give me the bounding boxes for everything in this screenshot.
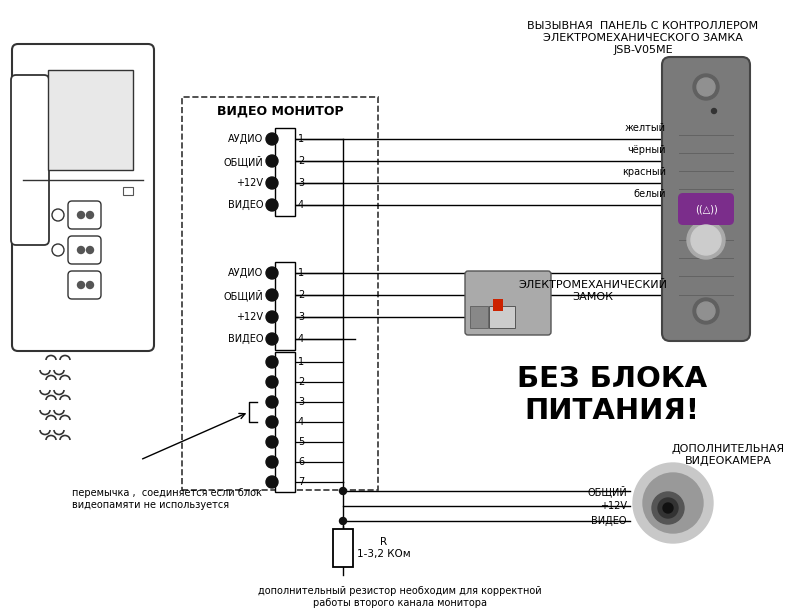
Circle shape xyxy=(266,396,278,408)
Text: дополнительный резистор необходим для корректной
работы второго канала монитора: дополнительный резистор необходим для ко… xyxy=(258,586,542,608)
Circle shape xyxy=(266,199,278,211)
Text: +12V: +12V xyxy=(236,312,263,322)
Circle shape xyxy=(266,289,278,301)
Circle shape xyxy=(652,492,684,524)
FancyBboxPatch shape xyxy=(678,193,734,225)
FancyBboxPatch shape xyxy=(465,271,551,335)
FancyBboxPatch shape xyxy=(68,236,101,264)
Text: 3: 3 xyxy=(298,397,304,407)
Bar xyxy=(275,262,295,350)
Bar xyxy=(123,187,133,195)
Text: 4: 4 xyxy=(298,200,304,210)
Circle shape xyxy=(86,281,94,289)
Text: 1: 1 xyxy=(298,268,304,278)
FancyBboxPatch shape xyxy=(662,57,750,341)
Circle shape xyxy=(266,416,278,428)
Circle shape xyxy=(266,311,278,323)
Text: ВЫЗЫВНАЯ  ПАНЕЛЬ С КОНТРОЛЛЕРОМ
ЭЛЕКТРОМЕХАНИЧЕСКОГО ЗАМКА
JSB-V05ME: ВЫЗЫВНАЯ ПАНЕЛЬ С КОНТРОЛЛЕРОМ ЭЛЕКТРОМЕ… xyxy=(527,21,758,55)
Circle shape xyxy=(693,74,719,100)
Circle shape xyxy=(643,473,703,533)
Text: 2: 2 xyxy=(298,290,304,300)
Text: БЕЗ БЛОКА
ПИТАНИЯ!: БЕЗ БЛОКА ПИТАНИЯ! xyxy=(517,365,707,426)
Text: 2: 2 xyxy=(298,377,304,387)
Bar xyxy=(275,352,295,492)
Text: белый: белый xyxy=(634,189,666,199)
Text: 5: 5 xyxy=(298,437,304,447)
Circle shape xyxy=(266,333,278,345)
Bar xyxy=(333,529,353,567)
Circle shape xyxy=(78,211,85,219)
Text: 3: 3 xyxy=(298,312,304,322)
Text: 2: 2 xyxy=(298,156,304,166)
Text: ВИДЕО: ВИДЕО xyxy=(591,516,627,526)
Circle shape xyxy=(86,246,94,254)
Circle shape xyxy=(691,225,721,255)
Text: ДОПОЛНИТЕЛЬНАЯ
ВИДЕОКАМЕРА: ДОПОЛНИТЕЛЬНАЯ ВИДЕОКАМЕРА xyxy=(671,444,785,466)
Text: ОБЩИЙ: ОБЩИЙ xyxy=(587,485,627,497)
Circle shape xyxy=(86,211,94,219)
Circle shape xyxy=(266,177,278,189)
Circle shape xyxy=(78,281,85,289)
Bar xyxy=(489,306,515,328)
Circle shape xyxy=(711,109,717,114)
FancyBboxPatch shape xyxy=(68,271,101,299)
Bar xyxy=(48,70,133,170)
Circle shape xyxy=(658,498,678,518)
Circle shape xyxy=(693,298,719,324)
Circle shape xyxy=(266,436,278,448)
Circle shape xyxy=(687,221,725,259)
Text: 1: 1 xyxy=(298,134,304,144)
Text: ОБЩИЙ: ОБЩИЙ xyxy=(223,155,263,167)
Circle shape xyxy=(697,78,715,96)
Bar xyxy=(182,97,378,490)
FancyBboxPatch shape xyxy=(68,201,101,229)
Text: 3: 3 xyxy=(298,178,304,188)
Circle shape xyxy=(266,476,278,488)
Circle shape xyxy=(697,302,715,320)
Text: ВИДЕО: ВИДЕО xyxy=(227,334,263,344)
Text: ВИДЕО МОНИТОР: ВИДЕО МОНИТОР xyxy=(217,104,343,117)
Circle shape xyxy=(266,456,278,468)
Text: ЭЛЕКТРОМЕХАНИЧЕСКИЙ
ЗАМОК: ЭЛЕКТРОМЕХАНИЧЕСКИЙ ЗАМОК xyxy=(518,280,667,302)
Text: ((△)): ((△)) xyxy=(694,204,718,214)
Circle shape xyxy=(663,503,673,513)
Text: ОБЩИЙ: ОБЩИЙ xyxy=(223,289,263,301)
Text: 4: 4 xyxy=(298,417,304,427)
Circle shape xyxy=(266,155,278,167)
Text: R
1-3,2 КОм: R 1-3,2 КОм xyxy=(357,537,410,559)
Circle shape xyxy=(339,518,346,524)
Bar xyxy=(493,299,503,311)
Text: АУДИО: АУДИО xyxy=(228,268,263,278)
Text: красный: красный xyxy=(622,167,666,177)
Text: перемычка ,  соединяется если блок
видеопамяти не используется: перемычка , соединяется если блок видеоп… xyxy=(72,488,262,510)
Text: 7: 7 xyxy=(298,477,304,487)
FancyBboxPatch shape xyxy=(11,75,49,245)
Text: ВИДЕО: ВИДЕО xyxy=(227,200,263,210)
Circle shape xyxy=(78,246,85,254)
Text: +12V: +12V xyxy=(600,501,627,511)
Circle shape xyxy=(266,356,278,368)
Bar xyxy=(470,306,488,328)
FancyBboxPatch shape xyxy=(12,44,154,351)
Bar xyxy=(275,128,295,216)
Circle shape xyxy=(339,488,346,494)
Circle shape xyxy=(266,376,278,388)
Text: чёрный: чёрный xyxy=(627,145,666,155)
Text: 1: 1 xyxy=(298,357,304,367)
Circle shape xyxy=(266,267,278,279)
Circle shape xyxy=(633,463,713,543)
Text: 6: 6 xyxy=(298,457,304,467)
Text: +12V: +12V xyxy=(236,178,263,188)
Text: АУДИО: АУДИО xyxy=(228,134,263,144)
Text: желтый: желтый xyxy=(625,123,666,133)
Circle shape xyxy=(266,133,278,145)
Text: 4: 4 xyxy=(298,334,304,344)
